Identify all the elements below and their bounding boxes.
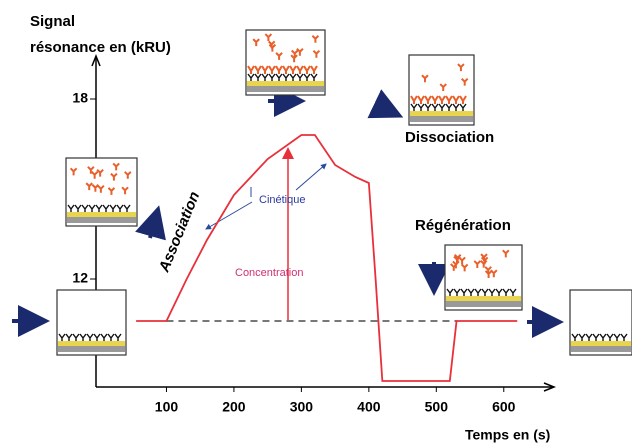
x-tick-label: 300: [290, 399, 314, 415]
sensor-glass: [571, 346, 631, 352]
sensor-gold: [446, 296, 521, 301]
sensor-gold: [247, 81, 324, 86]
sensor-insets: [57, 30, 632, 355]
sensor-glass: [446, 301, 521, 307]
y-label: Signal: [30, 13, 75, 30]
sensor-glass: [67, 217, 136, 223]
x-tick-label: 600: [492, 399, 516, 415]
sensor-gold: [58, 341, 125, 346]
annotation: Dissociation: [405, 129, 494, 146]
x-tick-label: 100: [155, 399, 179, 415]
y-tick-label: 12: [72, 270, 88, 286]
x-tick-label: 400: [357, 399, 381, 415]
flow-arrow: [150, 213, 157, 238]
sensor-gold: [67, 212, 136, 217]
flow-arrow: [375, 104, 396, 114]
sensor-glass: [247, 86, 324, 92]
pointer-arrow: [296, 164, 326, 190]
sensor-gold: [571, 341, 631, 346]
annotation: Concentration: [235, 267, 304, 279]
chart: Signal résonance en (kRU) Temps en (s) A…: [0, 0, 632, 447]
annotation: Régénération: [415, 217, 511, 234]
x-tick-label: 500: [425, 399, 449, 415]
pointer-arrow: [206, 202, 252, 229]
sensor-glass: [410, 116, 473, 122]
sensor-glass: [58, 346, 125, 352]
sensor-gold: [410, 111, 473, 116]
x-label: Temps en (s): [465, 427, 550, 443]
annotation: Cinétique: [259, 194, 305, 206]
x-tick-label: 200: [222, 399, 246, 415]
y-tick-label: 18: [72, 90, 88, 106]
y-label: résonance en (kRU): [30, 39, 171, 56]
